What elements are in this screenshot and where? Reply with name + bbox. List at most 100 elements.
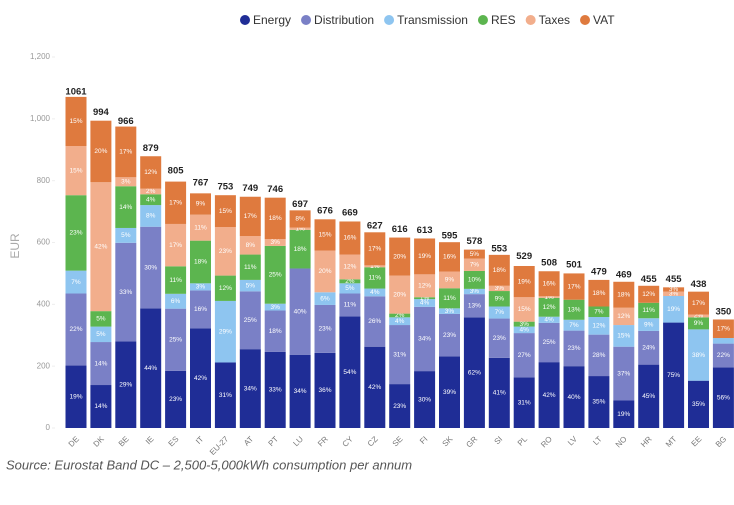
y-tick-label: 800 [37, 176, 51, 185]
bar-segment [264, 239, 286, 246]
bar-segment [513, 321, 535, 327]
x-tick-label: SE [391, 435, 405, 449]
data-label: 18% [269, 215, 282, 222]
bar-segment [688, 314, 709, 318]
data-label: 20% [94, 148, 107, 155]
bar-segment [463, 288, 485, 295]
data-label: 18% [194, 259, 207, 266]
data-label: 7% [71, 279, 81, 286]
data-label: 34% [294, 388, 307, 395]
bar-segment [65, 270, 87, 294]
data-label: 23% [69, 230, 82, 237]
data-label: 11% [344, 302, 357, 309]
data-label: 12% [617, 313, 630, 320]
bar-segment [314, 352, 336, 428]
total-label: 455 [641, 274, 658, 285]
bar-segment [488, 306, 510, 319]
data-label: 17% [567, 283, 580, 290]
legend-label: Energy [253, 13, 291, 27]
total-label: 469 [616, 270, 632, 281]
data-label: 11% [443, 295, 456, 302]
total-label: 553 [491, 244, 507, 255]
data-label: 34% [418, 336, 431, 343]
bar-segment [613, 281, 635, 308]
y-tick-label: 200 [37, 361, 51, 370]
data-label: 3% [470, 288, 480, 295]
bar-segment [389, 275, 411, 314]
bar-segment [364, 288, 386, 297]
data-label: 15% [617, 333, 630, 340]
data-label: 41% [493, 390, 506, 397]
bar-segment [463, 270, 485, 289]
y-tick-label: 1,200 [30, 52, 51, 61]
data-label: 5% [470, 251, 480, 258]
bar-segment [588, 306, 610, 318]
data-label: 12% [543, 304, 556, 311]
bar-segment [239, 291, 261, 350]
data-label: 3% [445, 308, 455, 315]
bar-segment [389, 384, 411, 428]
data-label: 12% [144, 169, 157, 176]
total-label: 578 [466, 236, 482, 247]
bar-segment [239, 349, 261, 428]
bar-segment [264, 310, 286, 352]
total-label: 767 [193, 177, 209, 188]
bar-segment [289, 354, 311, 428]
data-label: 9% [196, 201, 206, 208]
bar-segment [90, 385, 112, 428]
data-label: 8% [146, 213, 156, 220]
x-tick-label: DE [67, 435, 81, 449]
bar-segment [439, 356, 460, 428]
data-label: 23% [219, 248, 232, 255]
data-label: 25% [169, 336, 182, 343]
x-tick-label: LU [291, 434, 305, 448]
data-label: 7% [470, 261, 480, 268]
data-label: 10% [468, 277, 481, 284]
bar-segment [65, 365, 87, 428]
data-label: 16% [543, 280, 556, 287]
data-label: 34% [244, 385, 257, 392]
bar-segment [289, 210, 311, 228]
bar-segment [239, 254, 261, 280]
data-label: 12% [219, 285, 232, 292]
bar-segment [314, 250, 336, 293]
bar-segment [414, 297, 436, 300]
data-label: 28% [592, 352, 605, 359]
total-label: 879 [143, 143, 159, 154]
total-label: 595 [442, 231, 459, 242]
data-label: 16% [343, 235, 356, 242]
x-tick-label: MT [664, 434, 679, 449]
bar-segment [314, 219, 336, 251]
bar-segment [563, 319, 585, 331]
bar-segment [538, 297, 560, 317]
bar-segment [688, 380, 709, 428]
data-label: 3% [495, 285, 505, 292]
bar-segment [214, 227, 236, 276]
data-label: 19% [667, 306, 680, 313]
data-label: 15% [318, 232, 331, 239]
x-tick-label: FR [316, 434, 330, 448]
bar-segment [439, 288, 460, 309]
bar-segment [115, 242, 137, 342]
legend-marker [301, 15, 312, 25]
total-label: 616 [392, 224, 408, 235]
data-label: 14% [94, 360, 107, 367]
bar-segment [613, 325, 635, 347]
bar-segment [190, 283, 211, 291]
total-label: 994 [93, 107, 110, 118]
legend-label: Transmission [397, 13, 468, 27]
bar-segment [688, 329, 709, 381]
bar-segment [339, 316, 361, 428]
bar-segment [239, 236, 261, 255]
data-label: 5% [96, 331, 106, 338]
data-label: 25% [269, 272, 282, 279]
data-label: 26% [368, 318, 381, 325]
data-label: 12% [642, 291, 655, 298]
x-tick-label: EE [689, 435, 703, 449]
data-label: 15% [518, 306, 531, 313]
data-label: 23% [567, 345, 580, 352]
data-label: 3% [270, 239, 280, 246]
data-label: 33% [119, 289, 132, 296]
bar-segment [165, 370, 187, 428]
bar-segment [663, 287, 685, 292]
